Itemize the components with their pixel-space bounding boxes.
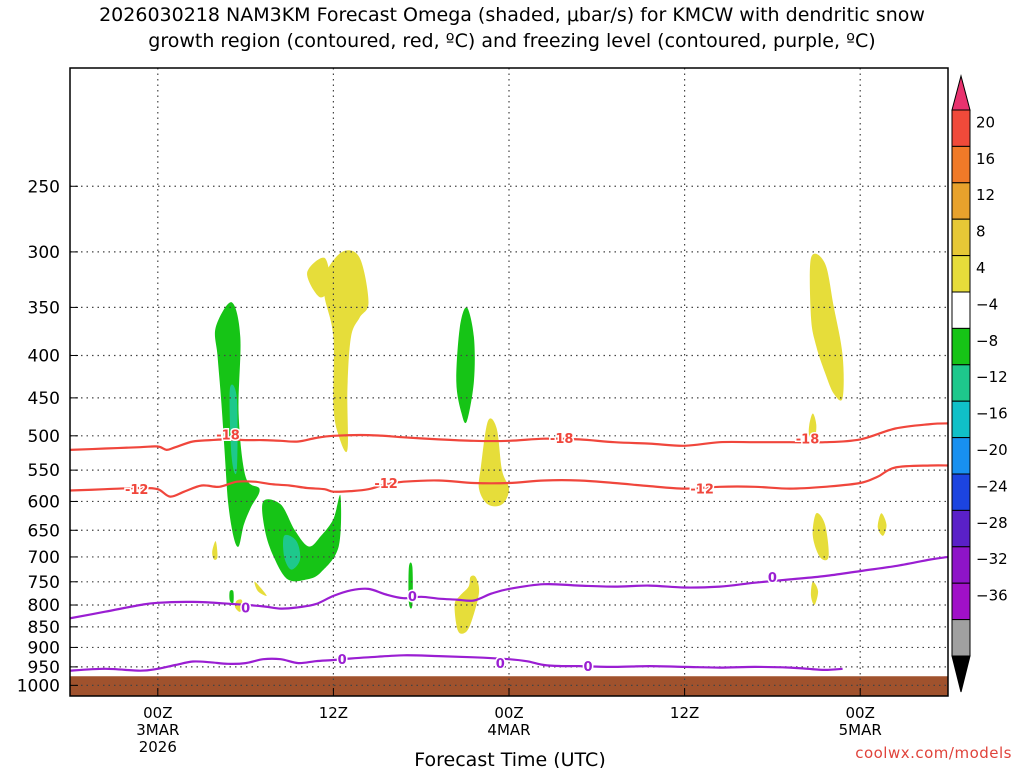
- isotherm-contour: [70, 422, 948, 451]
- contour-label: -12: [690, 483, 714, 498]
- x-axis-label: Forecast Time (UTC): [414, 749, 605, 768]
- contour-label: 0: [583, 660, 592, 675]
- contour-label: -18: [796, 433, 820, 448]
- omega-shade-region: [229, 384, 238, 475]
- omega-shade-region: [812, 512, 829, 561]
- y-tick-label: 450: [28, 389, 60, 409]
- y-tick-label: 800: [28, 596, 60, 616]
- omega-shade-region: [808, 413, 817, 440]
- contour-label: -18: [216, 428, 240, 443]
- omega-shade-region: [283, 534, 301, 570]
- colorbar-box: [951, 327, 971, 366]
- contour-label: 0: [408, 590, 417, 605]
- colorbar-label: −16: [976, 405, 1008, 423]
- omega-shade-region: [456, 307, 475, 424]
- y-tick-label: 1000: [17, 676, 60, 696]
- omega-shade-region: [234, 599, 243, 612]
- omega-shade-region: [877, 513, 887, 536]
- colorbar-top-arrow: [951, 74, 971, 111]
- y-tick-label: 400: [28, 346, 60, 366]
- x-tick-label: 2026: [139, 738, 177, 756]
- omega-shade-region: [262, 494, 342, 582]
- y-tick-label: 550: [28, 461, 60, 481]
- x-tick-label: 12Z: [319, 704, 348, 722]
- y-tick-label: 350: [28, 298, 60, 318]
- contour-label: -18: [550, 432, 574, 447]
- colorbar-box: [951, 473, 971, 511]
- colorbar-label: 8: [976, 223, 986, 241]
- x-tick-label: 00Z: [494, 704, 523, 722]
- omega-shade-region: [810, 581, 819, 606]
- omega-shade-region: [478, 418, 509, 507]
- y-tick-label: 700: [28, 548, 60, 568]
- colorbar-label: −36: [976, 587, 1008, 605]
- freezing-level-contour: [70, 555, 948, 620]
- colorbar-label: −12: [976, 368, 1008, 386]
- x-tick-label: 4MAR: [487, 721, 530, 739]
- contour-label: 0: [338, 653, 347, 668]
- x-tick-label: 3MAR: [136, 721, 179, 739]
- omega-shade-region: [322, 250, 369, 453]
- colorbar-label: −24: [976, 477, 1008, 495]
- ground-surface: [70, 676, 948, 696]
- contour-label: -12: [125, 483, 149, 498]
- chart-title-line-1: 2026030218 NAM3KM Forecast Omega (shaded…: [99, 4, 925, 26]
- colorbar-box: [951, 509, 971, 548]
- omega-shade-region: [254, 581, 267, 597]
- colorbar-box: [951, 255, 971, 293]
- omega-shade-region: [307, 257, 331, 298]
- x-tick-label: 12Z: [670, 704, 699, 722]
- colorbar-label: −4: [976, 295, 998, 313]
- y-tick-label: 900: [28, 638, 60, 658]
- colorbar-box: [951, 400, 971, 439]
- y-tick-label: 600: [28, 492, 60, 512]
- y-tick-label: 250: [28, 177, 60, 197]
- isotherm-contour: [70, 464, 948, 498]
- colorbar-label: −32: [976, 550, 1008, 568]
- y-tick-label: 950: [28, 658, 60, 678]
- colorbar-label: 16: [976, 150, 995, 168]
- colorbar-label: 4: [976, 259, 986, 277]
- colorbar-box: [951, 619, 971, 657]
- chart-title-line-2: growth region (contoured, red, ºC) and f…: [148, 30, 876, 52]
- omega-shade-region: [229, 589, 234, 604]
- y-tick-label: 650: [28, 521, 60, 541]
- colorbar-box: [951, 546, 971, 584]
- colorbar-label: −20: [976, 441, 1008, 459]
- colorbar-label: −28: [976, 514, 1008, 532]
- y-tick-label: 300: [28, 243, 60, 263]
- freezing-level-contour: [70, 654, 843, 672]
- colorbar-box: [951, 291, 971, 329]
- colorbar-box: [951, 218, 971, 257]
- contour-label: 0: [496, 657, 505, 672]
- y-tick-label: 500: [28, 427, 60, 447]
- contour-label: 0: [241, 601, 250, 616]
- colorbar-bottom-arrow: [951, 655, 971, 693]
- omega-shade-region: [809, 253, 844, 401]
- colorbar-box: [951, 364, 971, 402]
- x-tick-label: 5MAR: [839, 721, 882, 739]
- x-tick-label: 00Z: [846, 704, 875, 722]
- omega-shade-region: [212, 541, 218, 560]
- contour-label: -12: [374, 477, 398, 492]
- colorbar-box: [951, 145, 971, 184]
- colorbar-label: 12: [976, 186, 995, 204]
- y-tick-label: 750: [28, 573, 60, 593]
- colorbar-label: 20: [976, 113, 995, 131]
- x-tick-label: 00Z: [143, 704, 172, 722]
- credit-watermark: coolwx.com/models: [855, 744, 1012, 762]
- colorbar-box: [951, 437, 971, 475]
- colorbar-label: −8: [976, 332, 998, 350]
- y-tick-label: 850: [28, 618, 60, 638]
- contour-label: 0: [768, 571, 777, 586]
- colorbar-box: [951, 582, 971, 621]
- colorbar-box: [951, 109, 971, 147]
- colorbar-box: [951, 182, 971, 220]
